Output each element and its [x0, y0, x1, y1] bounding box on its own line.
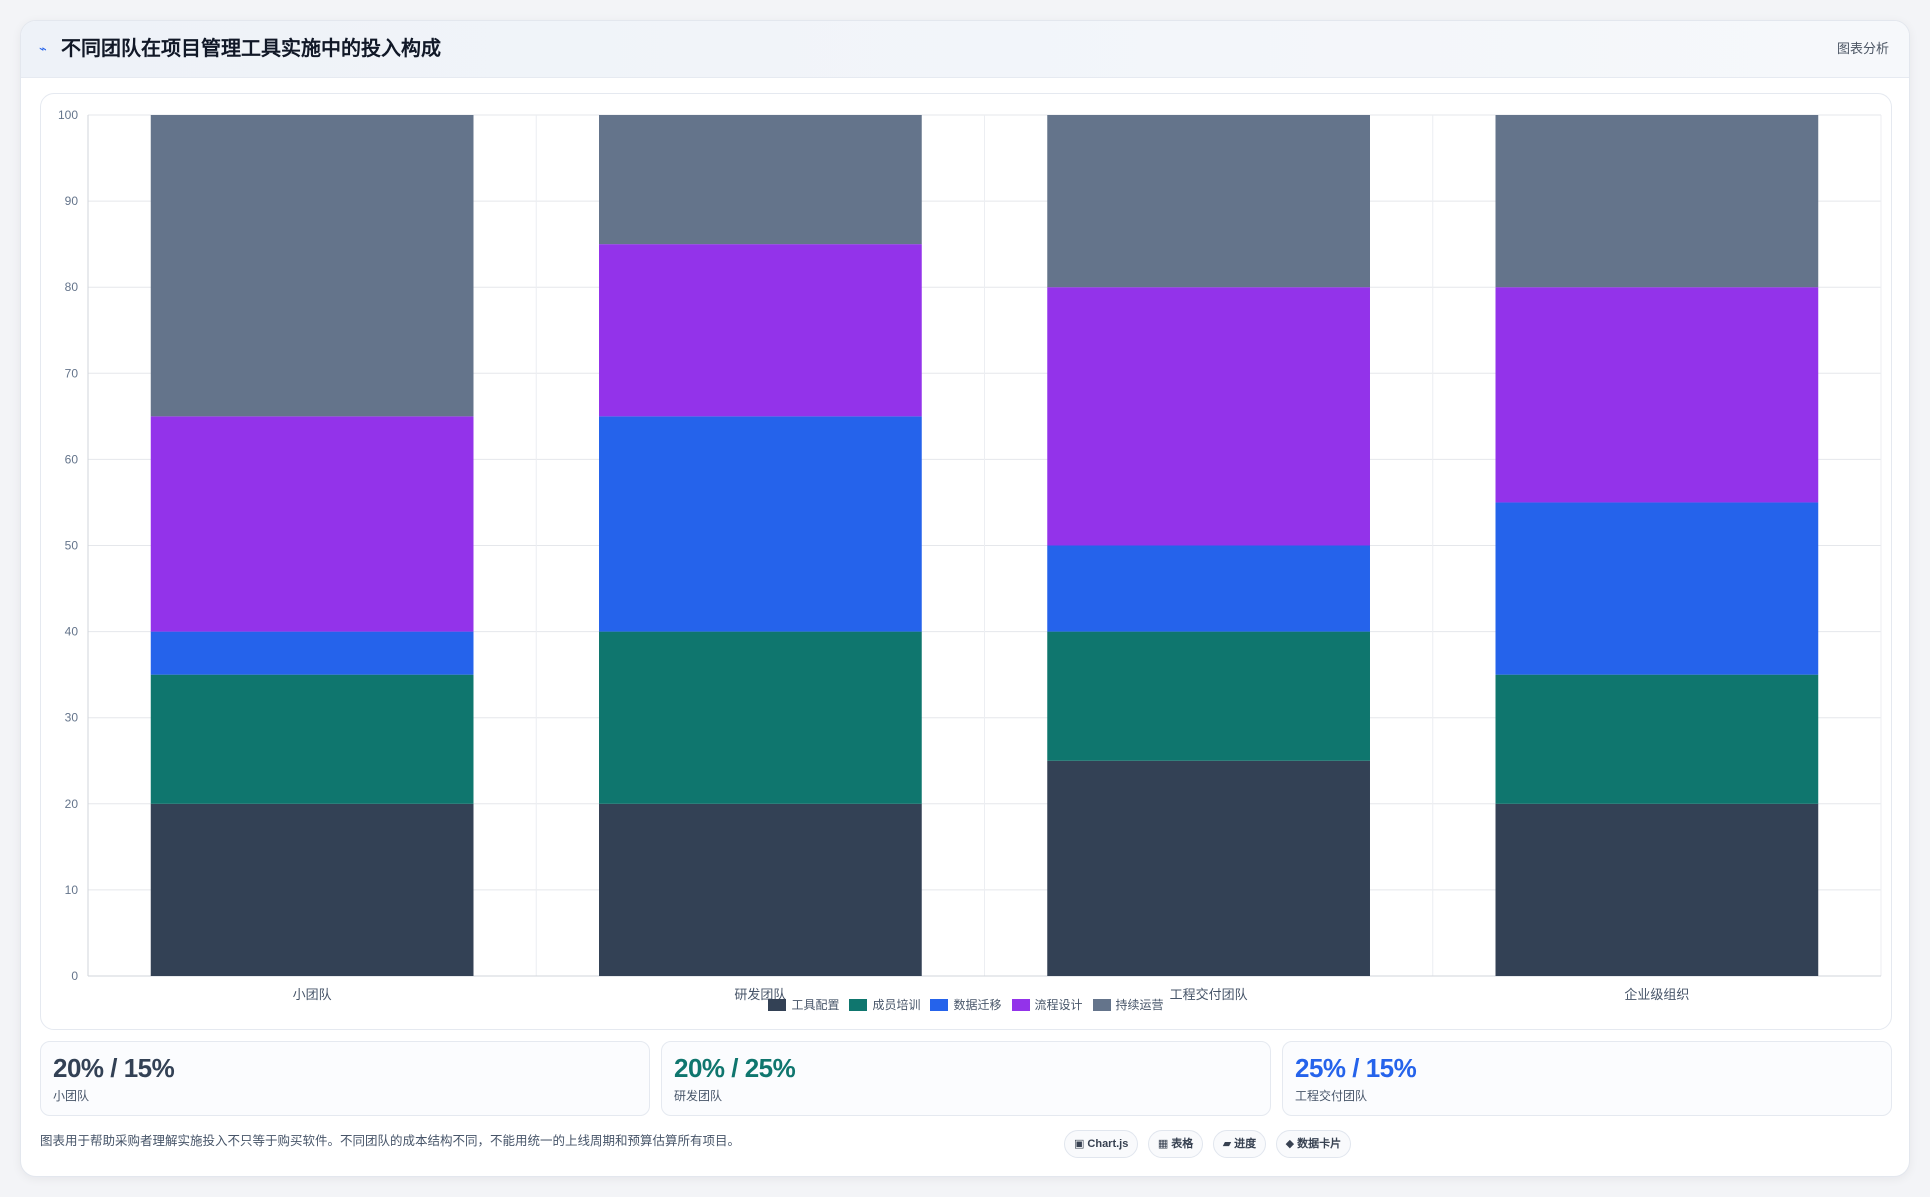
table-grid-icon: ▦: [1157, 1138, 1169, 1150]
chart-trend-icon: ⌁: [39, 41, 47, 56]
legend-item[interactable]: 成员培训: [849, 997, 920, 1013]
y-tick-label: 0: [71, 969, 78, 983]
y-tick-label: 90: [65, 194, 79, 208]
y-tick-label: 50: [65, 539, 79, 553]
bar-segment[interactable]: [1047, 760, 1370, 976]
chip-label: Chart.js: [1087, 1138, 1129, 1150]
chart-panel: 0 10 20 30 40 50 60 70 80 90 100 小团队 研发团队 工程交付团队 企业级组织…: [40, 93, 1892, 1030]
bar-segment[interactable]: [599, 115, 922, 245]
x-tick-label: 研发团队: [734, 987, 786, 1002]
y-tick-label: 80: [65, 280, 79, 294]
chip-table[interactable]: ▦ 表格: [1147, 1130, 1204, 1158]
chip-label: 表格: [1171, 1138, 1194, 1150]
progress-bar-icon: ▰: [1222, 1138, 1232, 1150]
bar-segment[interactable]: [1047, 287, 1370, 546]
bar-segment[interactable]: [1047, 631, 1370, 761]
chart-title: 不同团队在项目管理工具实施中的投入构成: [61, 38, 441, 60]
legend-item[interactable]: 持续运营: [1092, 997, 1164, 1013]
legend-label: 数据迁移: [953, 998, 1002, 1012]
chip-label: 数据卡片: [1297, 1138, 1342, 1150]
chart-square-icon: ▣: [1074, 1138, 1085, 1150]
chart-footnote: 图表用于帮助采购者理解实施投入不只等于购买软件。不同团队的成本结构不同，不能用统…: [40, 1134, 741, 1148]
bar-segment[interactable]: [150, 631, 474, 675]
bar-segment[interactable]: [1047, 545, 1370, 632]
chip-progress[interactable]: ▰ 进度: [1212, 1130, 1267, 1158]
bar-segment[interactable]: [1495, 674, 1819, 804]
y-tick-label: 60: [65, 452, 79, 466]
diamond-icon: ◆: [1285, 1138, 1295, 1150]
y-tick-label: 30: [65, 711, 79, 725]
bar-segment[interactable]: [150, 115, 474, 417]
stat-value: 20% / 25%: [674, 1053, 796, 1083]
y-tick-label: 100: [58, 108, 78, 122]
chip-label: 进度: [1234, 1138, 1257, 1150]
legend-swatch: [768, 999, 787, 1011]
tech-chip-row: ▣ Chart.js ▦ 表格 ▰ 进度 ◆ 数据卡片: [1064, 1130, 1356, 1158]
chip-chartjs[interactable]: ▣ Chart.js: [1064, 1130, 1139, 1158]
y-tick-label: 10: [65, 883, 79, 897]
legend-item[interactable]: 工具配置: [768, 997, 839, 1013]
legend-label: 流程设计: [1034, 998, 1083, 1012]
legend-label: 持续运营: [1115, 998, 1164, 1012]
bar-segment[interactable]: [1495, 803, 1819, 976]
stat-value: 20% / 15%: [53, 1053, 175, 1083]
bar-segment[interactable]: [599, 803, 922, 976]
y-tick-label: 40: [65, 625, 79, 639]
stat-card-rd-team: 20% / 25% 研发团队: [661, 1041, 1271, 1116]
stat-label: 研发团队: [674, 1089, 723, 1103]
chart-legend: 工具配置 成员培训 数据迁移 流程设计 持续运营: [41, 997, 1891, 1013]
stat-card-delivery-team: 25% / 15% 工程交付团队: [1282, 1041, 1892, 1116]
bar-segment[interactable]: [599, 416, 922, 632]
bar-segment[interactable]: [1495, 115, 1819, 288]
legend-swatch: [849, 999, 868, 1011]
stat-label: 小团队: [53, 1089, 90, 1103]
stat-value: 25% / 15%: [1295, 1053, 1417, 1083]
legend-swatch: [1011, 999, 1030, 1011]
legend-label: 工具配置: [791, 998, 840, 1012]
bar-segment[interactable]: [599, 631, 922, 804]
stat-card-small-team: 20% / 15% 小团队: [40, 1041, 650, 1116]
legend-swatch: [1092, 999, 1111, 1011]
bar-segment[interactable]: [150, 674, 474, 804]
chart-analysis-tag[interactable]: 图表分析: [1836, 41, 1889, 56]
legend-item[interactable]: 流程设计: [1011, 997, 1083, 1013]
stat-label: 工程交付团队: [1295, 1089, 1368, 1103]
chip-data-card[interactable]: ◆ 数据卡片: [1275, 1130, 1352, 1158]
x-tick-label: 工程交付团队: [1170, 987, 1248, 1002]
chart-card: ⌁ 不同团队在项目管理工具实施中的投入构成 图表分析 0 10 20 30 40 50 60…: [20, 20, 1910, 1177]
bar-segment[interactable]: [599, 244, 922, 417]
bar-segment[interactable]: [150, 416, 474, 632]
bar-segment[interactable]: [150, 803, 474, 976]
legend-item[interactable]: 数据迁移: [930, 997, 1002, 1013]
x-tick-label: 企业级组织: [1624, 987, 1689, 1002]
stacked-bar-chart: 0 10 20 30 40 50 60 70 80 90 100 小团队 研发团队 工程交付团队 企业级组织: [58, 108, 1882, 1002]
legend-swatch: [930, 999, 949, 1011]
bar-segment[interactable]: [1495, 287, 1819, 503]
y-tick-label: 70: [65, 366, 79, 380]
card-header: ⌁ 不同团队在项目管理工具实施中的投入构成 图表分析: [21, 21, 1909, 78]
x-tick-label: 小团队: [293, 987, 332, 1002]
y-tick-label: 20: [65, 797, 79, 811]
legend-label: 成员培训: [872, 998, 921, 1012]
bar-segment[interactable]: [1047, 115, 1370, 288]
bar-segment[interactable]: [1495, 502, 1819, 675]
